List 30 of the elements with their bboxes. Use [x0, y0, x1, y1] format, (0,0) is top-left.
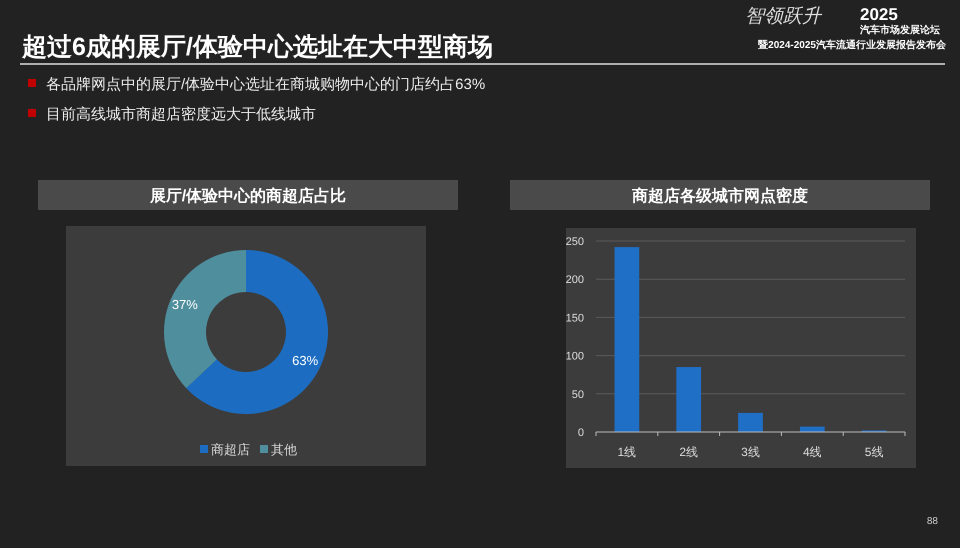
text: 智领跃升 — [745, 5, 823, 27]
donut-slice — [164, 250, 246, 388]
data-label: 63% — [292, 353, 319, 368]
chart-title: 展厅/体验中心的商超店占比 — [148, 186, 346, 205]
x-tick-label: 4线 — [802, 445, 822, 459]
text: 超过6成的展厅/体验中心选址在大中型商场 — [21, 33, 493, 61]
x-tick-label: 5线 — [864, 445, 884, 459]
x-tick-label: 3线 — [741, 445, 760, 459]
bar — [800, 426, 825, 432]
text: 汽车市场发展论坛 — [859, 24, 940, 36]
y-tick-label: 0 — [578, 427, 584, 439]
legend-label: 其他 — [271, 442, 297, 457]
data-label: 37% — [172, 296, 198, 312]
text: 暨2024-2025汽车流通行业发展报告发布会 — [758, 39, 947, 51]
x-tick-label: 2线 — [679, 445, 698, 459]
y-tick-label: 200 — [566, 274, 584, 286]
text: 2025 — [860, 5, 898, 24]
bar — [738, 412, 763, 432]
text: 各品牌网点中的展厅/体验中心选址在商城购物中心的门店约占63% — [46, 76, 486, 93]
y-tick-label: 50 — [572, 388, 584, 401]
chart-title: 商超店各级城市网点密度 — [631, 186, 808, 205]
bar — [614, 247, 640, 432]
x-tick-label: 1线 — [618, 445, 636, 459]
y-tick-label: 150 — [566, 312, 584, 324]
y-tick-label: 100 — [566, 350, 584, 363]
y-tick-label: 250 — [566, 236, 584, 248]
text: 88 — [926, 516, 938, 527]
bar — [676, 367, 702, 432]
legend-label: 商超店 — [211, 442, 250, 457]
text: 目前高线城市商超店密度远大于低线城市 — [46, 106, 316, 123]
